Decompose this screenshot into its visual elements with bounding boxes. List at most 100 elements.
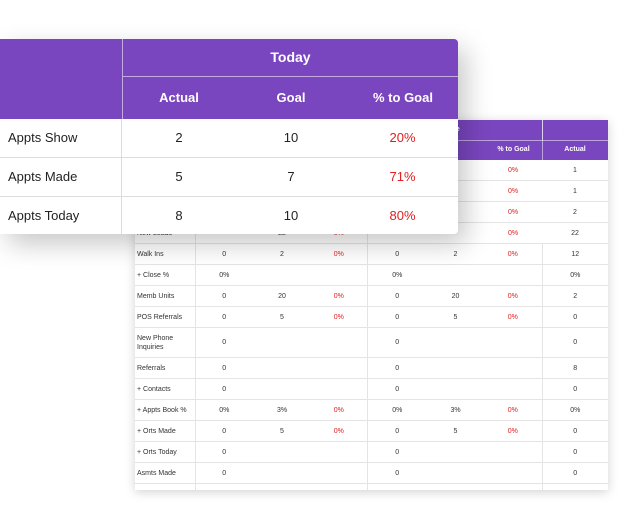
table-row: Appts Today 8 10 80% [0,197,458,234]
pct-to-goal-value: 71% [389,169,416,184]
cell-c7: 0 [542,378,608,400]
cell-c7: 2 [542,285,608,307]
col-goal: Goal [276,90,306,105]
cell-c7: 0 [542,462,608,484]
cell-c3: 0% [311,243,368,265]
cell-c1: 0% [195,264,253,286]
cell-c4: 0 [367,483,427,490]
cell-c3 [311,327,368,358]
cell-c6 [484,483,543,490]
table-row: POS Referrals 0 5 0% 0 5 0% 0 [135,306,608,328]
cell-c3 [311,357,368,379]
row-label: Memb Units [135,285,196,307]
table-row: + Appts Book % 0% 3% 0% 0% 3% 0% 0% [135,399,608,421]
cell-c6 [484,357,543,379]
row-label: Referrals [135,357,196,379]
cell-c3 [311,441,368,463]
cell-c6: 0% [484,285,543,307]
table-row: Referrals 0 0 8 [135,357,608,379]
cell-c2 [253,441,311,463]
goal-value: 10 [283,208,299,223]
cell-c3 [311,264,368,286]
cell-c4: 0 [367,462,427,484]
pct-to-goal-value: 80% [389,208,416,223]
row-label: + Orts Today [135,441,196,463]
cell-c5 [427,378,484,400]
cell-c2: 3% [253,399,311,421]
cell-c3: 0% [311,306,368,328]
cell-c1: 0 [195,285,253,307]
table-row: New Phone Inquiries 0 0 0 [135,327,608,358]
cell-c2 [253,378,311,400]
cell-c2: 5 [253,420,311,442]
cell-c4: 0 [367,327,427,358]
row-label: Appts Made [0,158,122,196]
cell-c2 [253,462,311,484]
today-table-header: Today Actual Goal % to Goal [0,39,458,119]
pct-to-goal-value: 20% [389,130,416,145]
table-row: Walk Ins 0 2 0% 0 2 0% 12 [135,243,608,265]
cell-c4: 0 [367,378,427,400]
cell-c4: 0 [367,441,427,463]
cell-c2 [253,264,311,286]
cell-c1: 0 [195,441,253,463]
cell-c6 [484,462,543,484]
row-label: Appts Show [0,119,122,157]
table-row: Appts Made 5 7 71% [0,158,458,197]
cell-c5: 20 [427,285,484,307]
actual-value: 8 [175,208,183,223]
table-row: + Contacts 0 0 0 [135,378,608,400]
cell-c3: 0% [311,420,368,442]
cell-c7: 0 [542,327,608,358]
cell-c1: 0% [195,399,253,421]
table-row: + Close % 0% 0% 0% [135,264,608,286]
cell-c6 [484,327,543,358]
cell-c5 [427,483,484,490]
background-table-body: 0% 1 0% 1 0% 2 New Leads 22 0% [135,160,608,490]
today-group-header: Today [270,49,311,65]
col-actual: Actual [159,90,199,105]
table-row: Memb Units 0 20 0% 0 20 0% 2 [135,285,608,307]
cell-c1: 0 [195,420,253,442]
cell-c1: 0 [195,462,253,484]
goal-value: 10 [283,130,299,145]
cell-c1: 0 [195,357,253,379]
back-col-actual: Actual [564,146,586,153]
cell-c6 [484,378,543,400]
row-label: + Contacts [135,378,196,400]
cell-c7: 0% [542,264,608,286]
actual-value: 5 [175,169,183,184]
cell-c5 [427,327,484,358]
row-label: + Appts Book % [135,399,196,421]
cell-c3 [311,483,368,490]
cell-c1: 0 [195,306,253,328]
cell-c2: 2 [253,243,311,265]
row-label: + Close % [135,264,196,286]
cell-c2 [253,483,311,490]
cell-c3 [311,378,368,400]
table-row: + Orts Today 0 0 0 [135,441,608,463]
cell-c4: 0% [367,264,427,286]
row-label: New Phone Inquiries [135,327,196,358]
cell-c5: 5 [427,420,484,442]
back-col-pct-to-goal: % to Goal [497,146,530,153]
row-label: Asmts Made [135,462,196,484]
cell-c2 [253,327,311,358]
col-pct-to-goal: % to Goal [373,90,433,105]
table-row: Appts Show 2 10 20% [0,119,458,158]
cell-c4: 0 [367,306,427,328]
row-label: Walk Ins [135,243,196,265]
cell-c6 [484,264,543,286]
cell-c2: 20 [253,285,311,307]
table-row: + Orts Made 0 5 0% 0 5 0% 0 [135,420,608,442]
cell-c5 [427,264,484,286]
cell-c5: 3% [427,399,484,421]
cell-c2: 5 [253,306,311,328]
cell-c1: 0 [195,243,253,265]
actual-value: 2 [175,130,183,145]
table-row: Asmts Made 0 0 0 [135,462,608,484]
cell-c4: 0 [367,243,427,265]
cell-c2 [253,357,311,379]
cell-c4: 0 [367,285,427,307]
cell-c6: 0% [484,243,543,265]
